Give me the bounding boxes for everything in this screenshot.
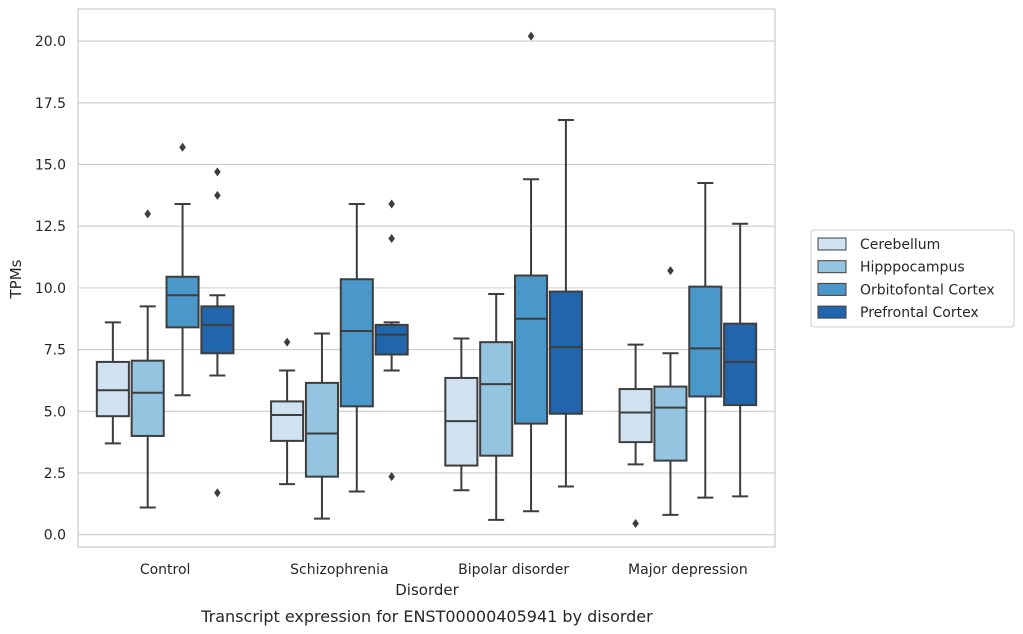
series-orbitofontal-cortex bbox=[165, 31, 723, 513]
box-iqr bbox=[548, 290, 583, 415]
series-prefrontal-cortex bbox=[200, 119, 758, 498]
box bbox=[618, 343, 653, 529]
outlier-marker bbox=[144, 209, 151, 219]
x-tick-label: Bipolar disorder bbox=[458, 562, 569, 578]
y-tick-label: 0.0 bbox=[44, 528, 66, 544]
outlier-marker bbox=[527, 31, 535, 41]
box bbox=[444, 337, 479, 492]
box-iqr bbox=[618, 388, 653, 444]
box-iqr bbox=[200, 305, 235, 355]
box bbox=[548, 119, 583, 488]
legend-item: Orbitofontal Cortex bbox=[817, 282, 995, 298]
box-iqr bbox=[514, 274, 549, 425]
box bbox=[339, 202, 374, 493]
y-tick-label: 20.0 bbox=[35, 34, 66, 50]
box-iqr bbox=[95, 360, 130, 418]
outlier-marker bbox=[388, 472, 395, 482]
y-tick-label: 7.5 bbox=[44, 343, 66, 359]
box bbox=[130, 209, 165, 509]
y-tick-label: 12.5 bbox=[35, 219, 66, 235]
box bbox=[688, 181, 723, 499]
legend-swatch bbox=[817, 282, 847, 296]
y-tick-label: 17.5 bbox=[35, 96, 66, 112]
plot-frame bbox=[77, 8, 776, 548]
y-tick-label: 15.0 bbox=[35, 157, 66, 173]
y-axis-title: TPMs bbox=[7, 259, 25, 299]
box-iqr bbox=[304, 381, 339, 478]
legend-item: Prefrontal Cortex bbox=[817, 305, 979, 321]
box-iqr bbox=[130, 359, 165, 437]
y-axis-tick-labels: 0.0 2.5 5.0 7.5 10.0 12.5 15.0 17.5 20.0 bbox=[35, 34, 66, 544]
x-axis-title: Disorder bbox=[395, 581, 459, 599]
box-iqr bbox=[270, 400, 305, 442]
box-iqr bbox=[688, 285, 723, 398]
x-tick-label: Control bbox=[140, 562, 191, 578]
x-tick-label: Major depression bbox=[628, 562, 748, 578]
box bbox=[653, 266, 688, 516]
y-tick-label: 2.5 bbox=[44, 466, 66, 482]
legend-label: Cerebellum bbox=[860, 237, 940, 253]
legend-swatch bbox=[817, 237, 847, 251]
box-iqr bbox=[165, 275, 200, 329]
outlier-marker bbox=[667, 266, 674, 276]
legend-frame bbox=[810, 229, 1015, 328]
outlier-marker bbox=[283, 337, 291, 347]
legend: Cerebellum Hipppocampus Orbitofontal Corte… bbox=[810, 229, 1015, 328]
x-axis-tick-labels: Control Schizophrenia Bipolar disorder Majo… bbox=[140, 562, 748, 578]
outlier-marker bbox=[214, 190, 221, 200]
box bbox=[270, 337, 305, 486]
legend-item: Cerebellum bbox=[817, 237, 940, 253]
box-iqr bbox=[479, 341, 514, 457]
box bbox=[479, 293, 514, 521]
box-iqr bbox=[653, 385, 688, 462]
outlier-marker bbox=[179, 142, 186, 152]
box bbox=[165, 142, 200, 397]
outlier-marker bbox=[214, 488, 221, 498]
box-plot-series bbox=[95, 31, 758, 529]
outlier-marker bbox=[388, 234, 395, 244]
chart-caption: Transcript expression for ENST0000040594… bbox=[200, 607, 653, 626]
y-tick-label: 10.0 bbox=[35, 281, 66, 297]
box bbox=[200, 167, 235, 498]
box bbox=[723, 222, 758, 498]
outlier-marker bbox=[214, 167, 221, 177]
box-iqr bbox=[339, 278, 374, 408]
outlier-marker bbox=[632, 519, 639, 529]
box bbox=[304, 332, 339, 520]
legend-label: Prefrontal Cortex bbox=[860, 305, 979, 321]
outlier-marker bbox=[388, 199, 395, 209]
box bbox=[95, 321, 130, 445]
series-hipppocampus bbox=[130, 209, 688, 521]
box-iqr bbox=[374, 323, 409, 356]
box bbox=[514, 31, 549, 513]
y-tick-label: 5.0 bbox=[44, 404, 66, 420]
box bbox=[374, 199, 409, 482]
legend-item: Hipppocampus bbox=[817, 260, 965, 276]
legend-label: Hipppocampus bbox=[860, 260, 965, 276]
legend-swatch bbox=[817, 305, 847, 319]
box-iqr bbox=[723, 322, 758, 407]
series-cerebellum bbox=[95, 321, 653, 529]
legend-swatch bbox=[817, 260, 847, 274]
x-tick-label: Schizophrenia bbox=[290, 562, 388, 578]
legend-label: Orbitofontal Cortex bbox=[860, 282, 995, 298]
